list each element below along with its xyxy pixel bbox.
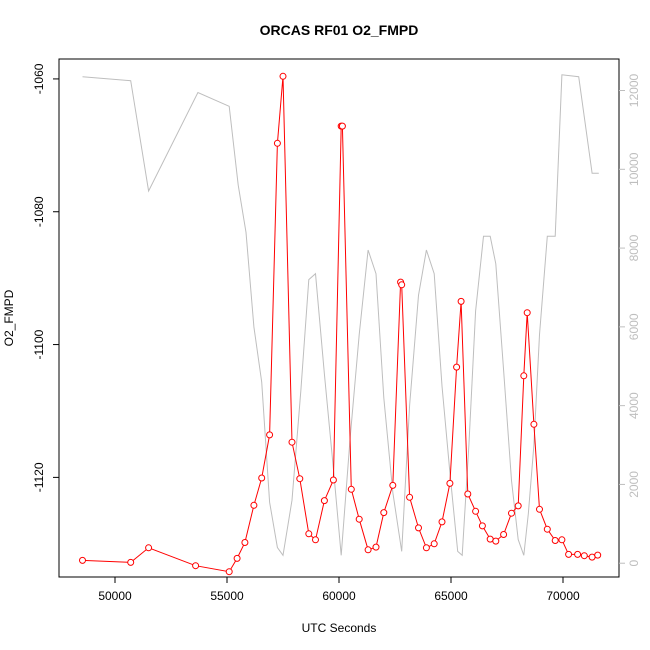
data-point bbox=[372, 543, 380, 551]
data-point bbox=[472, 507, 480, 515]
data-point bbox=[446, 479, 454, 487]
secondary-y-tick-label: 4000 bbox=[627, 392, 641, 419]
data-point bbox=[296, 475, 304, 483]
data-point bbox=[258, 474, 266, 482]
data-point bbox=[551, 537, 559, 544]
data-point bbox=[594, 551, 602, 559]
plot-box bbox=[58, 58, 620, 578]
secondary-y-tick-label: 6000 bbox=[627, 313, 641, 340]
data-point bbox=[329, 476, 337, 484]
series-layer bbox=[79, 72, 602, 576]
data-point bbox=[312, 536, 319, 544]
data-point bbox=[192, 562, 200, 570]
data-point bbox=[279, 72, 287, 80]
secondary-series-line bbox=[82, 74, 599, 557]
data-point bbox=[574, 550, 582, 558]
data-point bbox=[492, 537, 500, 545]
data-point bbox=[543, 525, 551, 533]
data-point bbox=[389, 481, 397, 489]
x-axis-label: UTC Seconds bbox=[302, 621, 377, 635]
secondary-y-tick-label: 0 bbox=[627, 560, 641, 567]
data-point bbox=[241, 539, 249, 546]
y-tick-label: -1060 bbox=[32, 63, 46, 94]
secondary-y-tick-label: 10000 bbox=[627, 152, 641, 186]
data-point bbox=[478, 522, 486, 530]
data-point bbox=[398, 281, 406, 289]
data-point bbox=[406, 493, 414, 501]
data-point bbox=[347, 485, 355, 493]
secondary-y-tick-label: 8000 bbox=[627, 234, 641, 261]
y-axis-ticks: -1060 -1080 -1100 -1120 bbox=[32, 63, 59, 492]
data-point bbox=[250, 501, 258, 509]
data-point bbox=[508, 509, 515, 517]
data-point bbox=[273, 139, 281, 147]
secondary-y-axis-ticks: 0 2000 4000 6000 8000 10000 12000 bbox=[619, 74, 641, 567]
data-point bbox=[514, 502, 522, 510]
data-point bbox=[422, 544, 430, 552]
x-tick-label: 55000 bbox=[210, 589, 244, 603]
x-tick-label: 50000 bbox=[98, 589, 132, 603]
data-point bbox=[580, 552, 588, 560]
data-point bbox=[355, 515, 363, 523]
data-point bbox=[530, 420, 538, 428]
data-point bbox=[364, 546, 372, 554]
y-tick-label: -1120 bbox=[32, 462, 46, 492]
data-point bbox=[500, 531, 508, 538]
data-point bbox=[486, 535, 494, 543]
y-axis-label: O2_FMPD bbox=[2, 289, 16, 346]
data-point bbox=[565, 550, 573, 558]
y-tick-label: -1080 bbox=[32, 196, 46, 227]
x-tick-label: 70000 bbox=[546, 589, 580, 603]
data-point bbox=[288, 438, 296, 446]
data-point bbox=[430, 540, 438, 548]
data-point bbox=[523, 309, 531, 317]
data-point bbox=[380, 509, 388, 517]
data-point bbox=[520, 372, 528, 380]
data-point bbox=[266, 431, 274, 439]
data-point bbox=[415, 524, 422, 532]
data-point bbox=[457, 297, 465, 305]
data-point bbox=[588, 553, 596, 561]
data-point bbox=[558, 536, 566, 544]
data-point bbox=[145, 544, 153, 552]
data-point bbox=[305, 530, 313, 538]
data-point bbox=[464, 490, 472, 498]
chart-title: ORCAS RF01 O2_FMPD bbox=[260, 22, 419, 38]
data-point bbox=[338, 122, 346, 130]
data-point bbox=[233, 554, 241, 562]
x-tick-label: 65000 bbox=[434, 589, 468, 603]
data-point bbox=[453, 363, 461, 371]
x-axis-ticks: 50000 55000 60000 65000 70000 bbox=[98, 577, 580, 603]
x-tick-label: 60000 bbox=[322, 589, 356, 603]
primary-series-line bbox=[82, 76, 598, 573]
data-point bbox=[536, 505, 543, 513]
data-point bbox=[225, 568, 233, 576]
data-point bbox=[79, 556, 86, 564]
secondary-y-tick-label: 12000 bbox=[627, 74, 641, 108]
data-point bbox=[127, 558, 135, 566]
data-point bbox=[320, 497, 328, 505]
secondary-y-tick-label: 2000 bbox=[627, 471, 641, 498]
data-point bbox=[438, 518, 446, 526]
y-tick-label: -1100 bbox=[32, 329, 46, 359]
